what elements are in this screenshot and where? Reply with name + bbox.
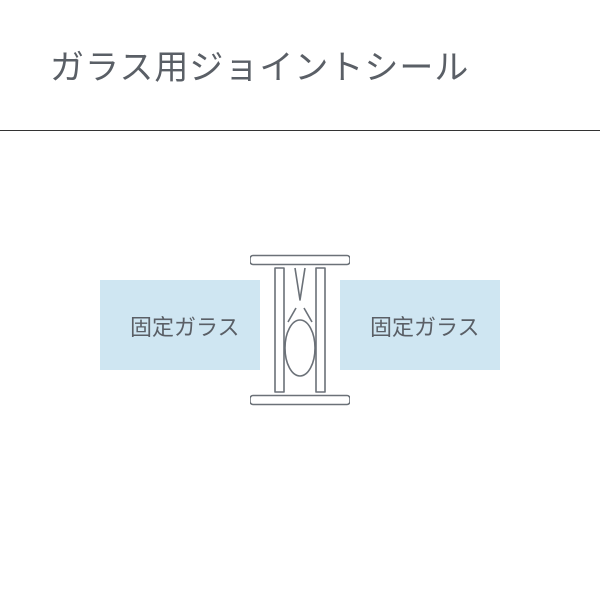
joint-seal-profile (250, 240, 350, 420)
horizontal-rule (0, 130, 600, 131)
joint-seal-diagram: 固定ガラス 固定ガラス (0, 230, 600, 490)
glass-label-right: 固定ガラス (370, 310, 480, 342)
glass-label-left: 固定ガラス (130, 310, 240, 342)
page-title: ガラス用ジョイントシール (50, 40, 469, 89)
